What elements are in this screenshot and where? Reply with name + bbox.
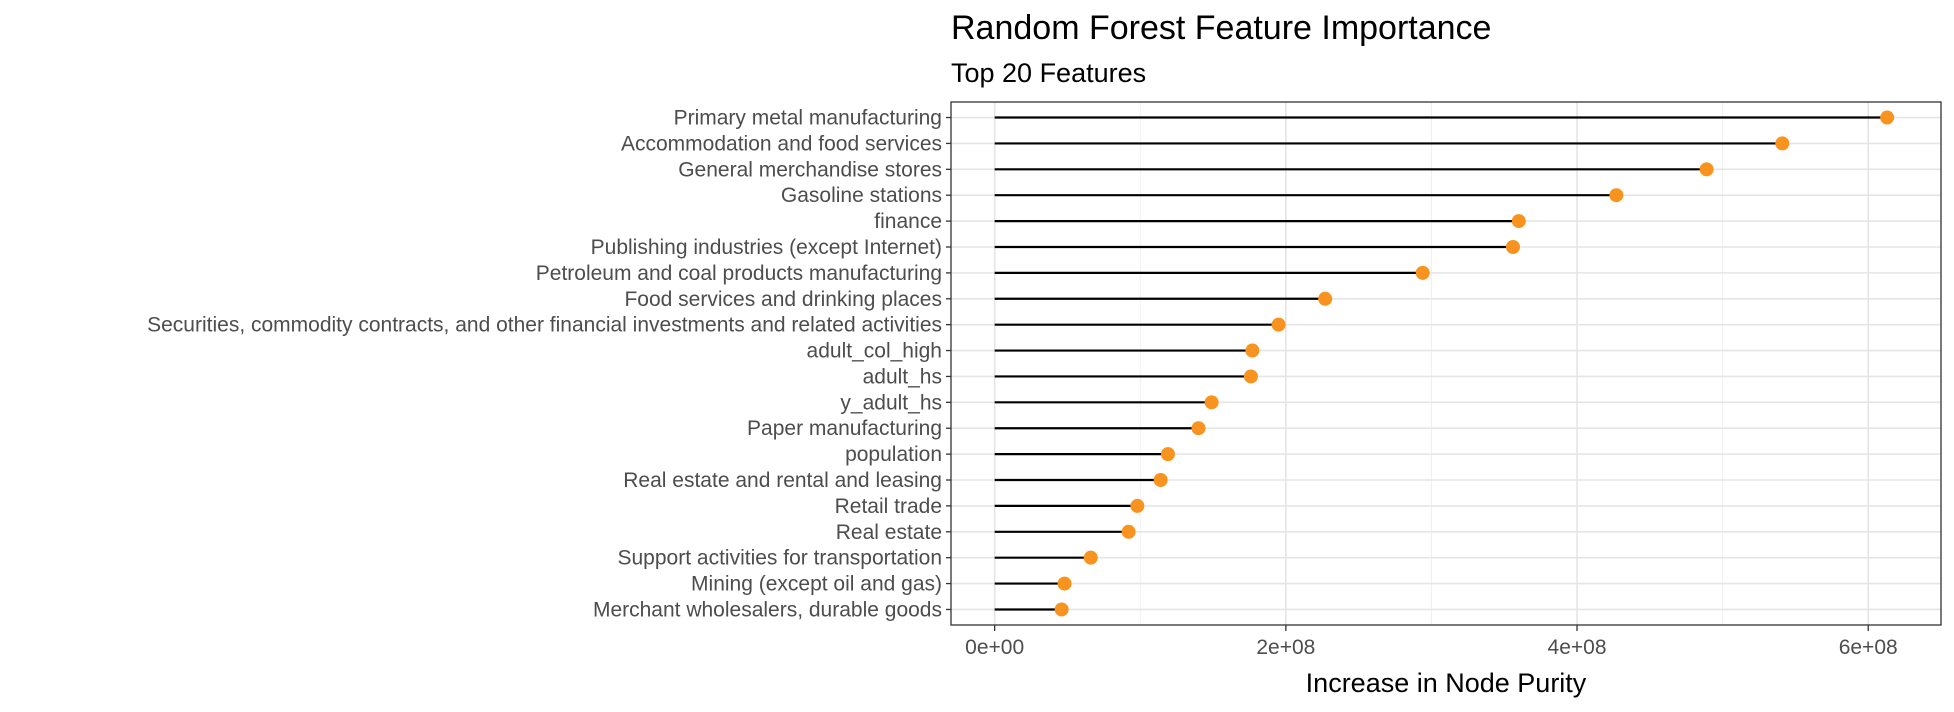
lollipop-point [1699, 162, 1714, 177]
lollipop-point [1245, 343, 1260, 358]
y-tick-label: Real estate and rental and leasing [623, 469, 942, 492]
segments [994, 116, 1888, 611]
y-axis: Primary metal manufacturingAccommodation… [147, 107, 951, 621]
y-tick-label: Mining (except oil and gas) [691, 573, 942, 596]
lollipop-point [1054, 602, 1069, 617]
y-tick-label: Support activities for transportation [618, 547, 943, 570]
grid-minor [1139, 102, 1724, 625]
y-tick-label: population [845, 443, 942, 466]
x-tick-label: 0e+00 [965, 636, 1024, 659]
lollipop-point [1057, 576, 1072, 591]
y-tick-label: Paper manufacturing [747, 417, 942, 440]
y-tick-label: Retail trade [835, 495, 942, 518]
y-tick-label: Publishing industries (except Internet) [591, 236, 942, 259]
y-tick-label: Accommodation and food services [621, 132, 942, 155]
lollipop-point [1271, 317, 1286, 332]
lollipop-point [1415, 265, 1430, 280]
lollipop-point [1160, 447, 1175, 462]
lollipop-point [1121, 524, 1136, 539]
y-tick-label: Primary metal manufacturing [674, 107, 942, 130]
y-tick-label: Petroleum and coal products manufacturin… [536, 262, 942, 285]
y-tick-label: finance [874, 210, 942, 233]
y-tick-label: Real estate [836, 521, 942, 544]
lollipop-point [1204, 395, 1219, 410]
lollipop-point [1083, 550, 1098, 565]
y-tick-label: General merchandise stores [678, 158, 942, 181]
chart-subtitle: Top 20 Features [951, 58, 1146, 88]
points [1054, 110, 1895, 617]
lollipop-point [1153, 473, 1168, 488]
y-tick-label: adult_hs [863, 365, 942, 388]
y-tick-label: Gasoline stations [781, 184, 942, 207]
x-axis: 0e+00 2e+08 4e+08 6e+08 [965, 625, 1898, 659]
lollipop-point [1880, 110, 1895, 125]
chart-title: Random Forest Feature Importance [951, 9, 1491, 47]
y-tick-label: Merchant wholesalers, durable goods [593, 598, 942, 621]
y-tick-label: y_adult_hs [840, 391, 942, 414]
lollipop-point [1511, 214, 1526, 229]
x-tick-label: 6e+08 [1839, 636, 1898, 659]
plot-panel [951, 102, 1941, 625]
x-tick-label: 4e+08 [1548, 636, 1607, 659]
lollipop-point [1318, 291, 1333, 306]
plot-border [950, 101, 1942, 626]
y-tick-label: Securities, commodity contracts, and oth… [147, 314, 942, 337]
lollipop-point [1130, 498, 1145, 513]
lollipop-point [1609, 188, 1624, 203]
lollipop-point [1505, 239, 1520, 254]
x-tick-label: 2e+08 [1256, 636, 1315, 659]
y-tick-label: Food services and drinking places [624, 288, 942, 311]
x-axis-title: Increase in Node Purity [1306, 668, 1587, 698]
lollipop-point [1775, 136, 1790, 151]
y-tick-label: adult_col_high [807, 340, 942, 363]
lollipop-point [1243, 369, 1258, 384]
lollipop-point [1191, 421, 1206, 436]
